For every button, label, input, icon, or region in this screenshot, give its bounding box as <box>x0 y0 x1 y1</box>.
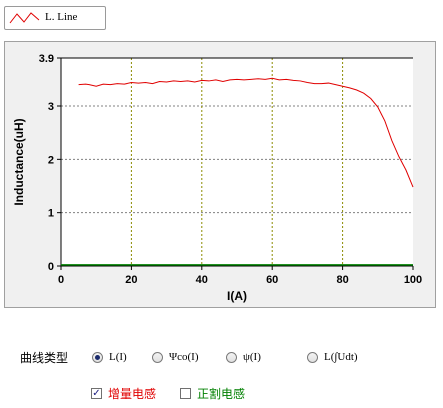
radio-psi-co-i[interactable]: Ψco(I) <box>152 350 199 364</box>
checkbox-label: 增量电感 <box>108 386 157 401</box>
checkbox-incremental-inductance[interactable]: ✓ 增量电感 <box>91 386 157 401</box>
plot-area <box>61 58 413 266</box>
checkbox-box[interactable] <box>180 387 191 399</box>
checkbox-box[interactable]: ✓ <box>91 387 102 399</box>
checkbox-label: 正割电感 <box>197 386 246 401</box>
radio-indicator[interactable] <box>92 351 103 363</box>
curve-type-label: 曲线类型 <box>20 351 69 365</box>
legend-label: L. Line <box>45 11 78 23</box>
x-tick-label: 0 <box>58 274 64 286</box>
checkbox-secant-inductance[interactable]: 正割电感 <box>180 386 246 401</box>
x-tick-label: 60 <box>266 274 278 286</box>
inductance-chart: 0 1 2 3 3.9 0 20 40 60 80 100 I(A) Inductance(uH) <box>12 53 422 303</box>
x-tick-label: 20 <box>125 274 137 286</box>
x-tick-label: 40 <box>196 274 208 286</box>
y-axis-label: Inductance(uH) <box>12 118 26 205</box>
y-tick-label: 1 <box>48 208 54 220</box>
y-tick-label: 2 <box>48 154 54 166</box>
legend-line-swatch <box>9 12 40 24</box>
y-tick-label: 3 <box>48 101 54 113</box>
y-tick-label: 0 <box>48 261 54 273</box>
radio-label: L(I) <box>109 351 127 363</box>
radio-indicator[interactable] <box>226 351 237 363</box>
x-tick-label: 80 <box>336 274 348 286</box>
radio-label: L(∫Udt) <box>324 351 358 363</box>
y-tick-label: 3.9 <box>39 53 54 65</box>
x-tick-label: 100 <box>404 274 422 286</box>
radio-l-integral-udt[interactable]: L(∫Udt) <box>307 350 358 364</box>
radio-indicator[interactable] <box>152 351 163 363</box>
radio-psi-i[interactable]: ψ(I) <box>226 350 261 364</box>
inductance-line <box>78 77 414 188</box>
x-axis-label: I(A) <box>227 289 247 303</box>
chart-frame: 0 1 2 3 3.9 0 20 40 60 80 100 I(A) Inductance(uH) <box>4 41 436 308</box>
legend-box: L. Line <box>4 6 106 30</box>
radio-indicator[interactable] <box>307 351 318 363</box>
radio-l-i[interactable]: L(I) <box>92 350 127 364</box>
radio-label: ψ(I) <box>243 351 261 363</box>
radio-label: Ψco(I) <box>169 351 199 363</box>
